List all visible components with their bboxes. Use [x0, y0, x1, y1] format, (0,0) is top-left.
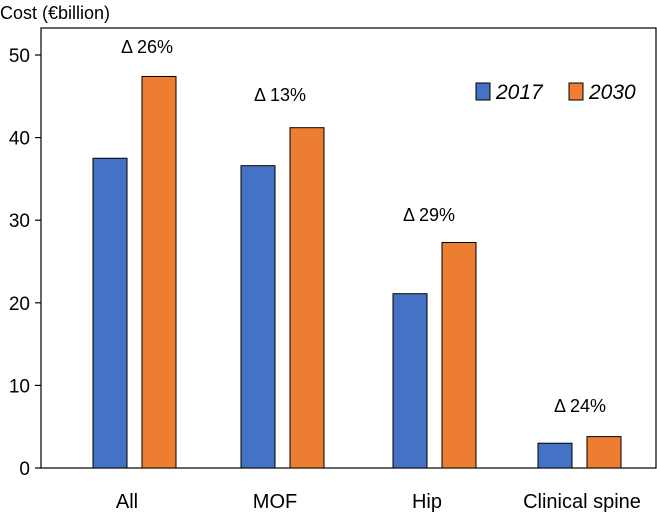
x-tick-label-all: All: [116, 491, 138, 513]
bar-2030-hip: [441, 242, 477, 469]
bar-2030-all: [141, 75, 177, 469]
y-tick-label-0: 0: [19, 459, 30, 480]
annotation-delta-4: Δ 24%: [554, 396, 606, 416]
x-tick-label-hip: Hip: [412, 491, 442, 513]
y-tick-label-30: 30: [9, 211, 30, 232]
x-tick-label-clinical-spine: Clinical spine: [523, 491, 641, 513]
plot-area-frame: [40, 27, 657, 469]
legend-label-2030: 2030: [588, 81, 636, 104]
legend-swatch-2030: [568, 82, 584, 101]
bar-2017-mof: [240, 165, 276, 469]
annotation-delta-1: Δ 26%: [121, 37, 173, 57]
bar-2017-clinical-spine: [537, 442, 573, 469]
bar-2017-hip: [392, 293, 428, 469]
x-tick-label-mof: MOF: [253, 491, 297, 513]
y-tick-label-10: 10: [9, 376, 30, 397]
bar-2030-mof: [289, 127, 325, 469]
y-tick-label-50: 50: [9, 46, 30, 67]
bar-2017-all: [92, 157, 128, 469]
legend-swatch-2017: [475, 82, 491, 101]
bar-2030-clinical-spine: [586, 436, 622, 469]
y-axis-label: Cost (€billion): [0, 3, 110, 23]
annotation-delta-3: Δ 29%: [403, 205, 455, 225]
annotation-delta-2: Δ 13%: [254, 85, 306, 105]
y-tick-label-40: 40: [9, 129, 30, 150]
y-tick-label-20: 20: [9, 294, 30, 315]
legend-label-2017: 2017: [495, 81, 544, 104]
